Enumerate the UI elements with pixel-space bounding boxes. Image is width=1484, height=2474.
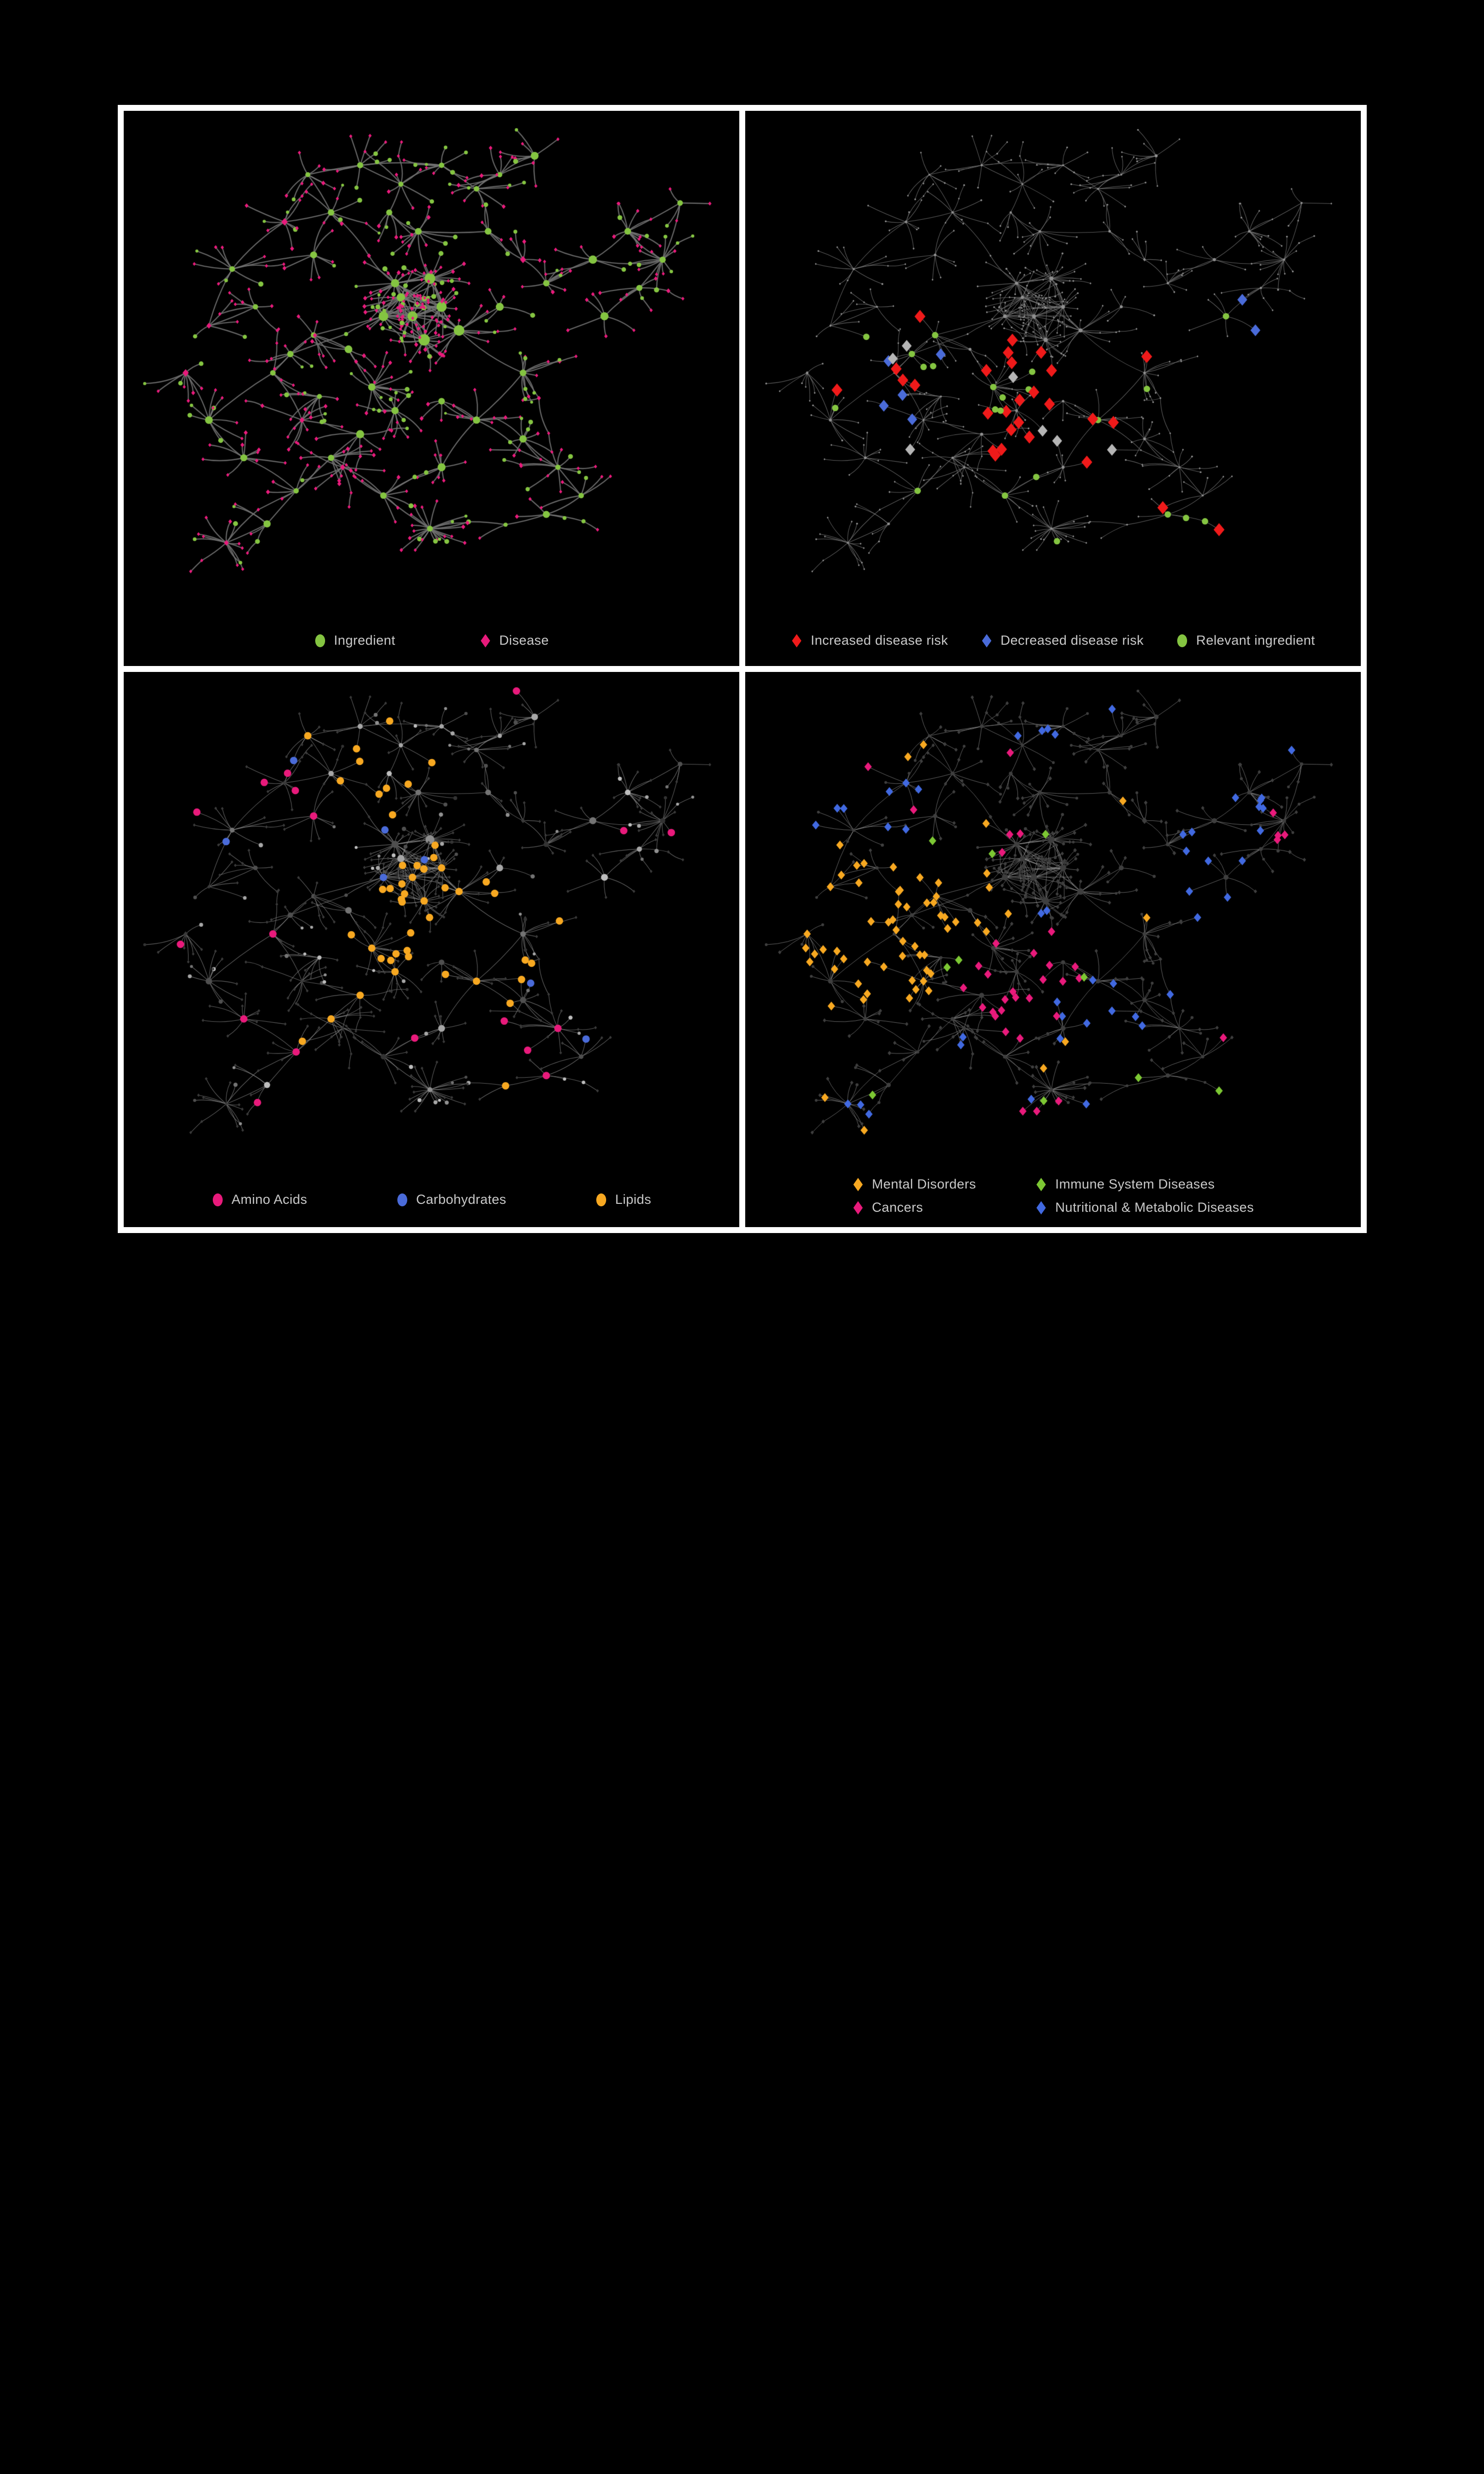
legend-label-amino-acids: Amino Acids — [231, 1192, 307, 1207]
amino-acids-circle-icon — [212, 1193, 223, 1206]
legend-item-disease: Disease — [479, 633, 549, 648]
legend-label-ingredient: Ingredient — [334, 633, 395, 648]
legend-ingredient-disease: Ingredient Disease — [124, 633, 739, 648]
legend-item-immune-system-diseases: Immune System Diseases — [1036, 1177, 1215, 1192]
legend-label-lipids: Lipids — [615, 1192, 652, 1207]
network-canvas-disease-classes — [745, 672, 1361, 1227]
mental-disorders-diamond-icon — [853, 1178, 863, 1191]
legend-disease-risk: Increased disease risk Decreased disease… — [745, 633, 1361, 648]
legend-nutrient-classes: Amino Acids Carbohydrates Lipids — [124, 1192, 739, 1207]
panel-disease-risk: Increased disease risk Decreased disease… — [745, 111, 1361, 666]
legend-label-immune-system-diseases: Immune System Diseases — [1055, 1177, 1215, 1191]
immune-system-diseases-diamond-icon — [1037, 1178, 1046, 1191]
legend-item-lipids: Lipids — [595, 1192, 651, 1207]
legend-label-increased-risk: Increased disease risk — [811, 633, 948, 648]
legend-item-carbohydrates: Carbohydrates — [396, 1192, 506, 1207]
ingredient-circle-icon — [315, 634, 325, 647]
network-canvas-nutrient-classes — [124, 672, 739, 1227]
legend-item-ingredient: Ingredient — [314, 633, 395, 648]
decreased-risk-diamond-icon — [982, 634, 992, 647]
legend-label-relevant-ingredient: Relevant ingredient — [1196, 633, 1315, 648]
carbohydrates-circle-icon — [397, 1193, 407, 1206]
panel-nutrient-classes: Amino Acids Carbohydrates Lipids — [124, 672, 739, 1227]
network-canvas-disease-risk — [745, 111, 1361, 666]
relevant-ingredient-circle-icon — [1177, 634, 1188, 647]
legend-label-carbohydrates: Carbohydrates — [416, 1192, 507, 1207]
legend-label-mental-disorders: Mental Disorders — [872, 1177, 976, 1191]
legend-label-cancers: Cancers — [872, 1200, 923, 1215]
disease-diamond-icon — [480, 634, 490, 647]
footer: Created by: EdgeLeap Powered by: — [0, 1233, 1484, 1339]
legend-item-nutritional-metabolic-diseases: Nutritional & Metabolic Diseases — [1036, 1200, 1254, 1215]
legend-item-increased-risk: Increased disease risk — [791, 633, 948, 648]
legend-item-relevant-ingredient: Relevant ingredient — [1176, 633, 1315, 648]
legend-label-disease: Disease — [499, 633, 549, 648]
legend-disease-classes: Mental Disorders Immune System Diseases … — [852, 1177, 1254, 1215]
increased-risk-diamond-icon — [792, 634, 802, 647]
legend-label-decreased-risk: Decreased disease risk — [1000, 633, 1144, 648]
cancers-diamond-icon — [853, 1201, 863, 1214]
legend-item-decreased-risk: Decreased disease risk — [981, 633, 1144, 648]
lipids-circle-icon — [596, 1193, 607, 1206]
legend-label-nutritional-metabolic-diseases: Nutritional & Metabolic Diseases — [1055, 1200, 1254, 1215]
panel-ingredient-disease: Ingredient Disease — [124, 111, 739, 666]
panel-grid: Ingredient Disease Increased disease ris… — [118, 105, 1367, 1233]
nutritional-metabolic-diseases-diamond-icon — [1037, 1201, 1046, 1214]
legend-item-cancers: Cancers — [852, 1200, 923, 1215]
panel-disease-classes: Mental Disorders Immune System Diseases … — [745, 672, 1361, 1227]
legend-item-amino-acids: Amino Acids — [212, 1192, 307, 1207]
legend-item-mental-disorders: Mental Disorders — [852, 1177, 976, 1192]
network-canvas-ingredient-disease — [124, 111, 739, 666]
